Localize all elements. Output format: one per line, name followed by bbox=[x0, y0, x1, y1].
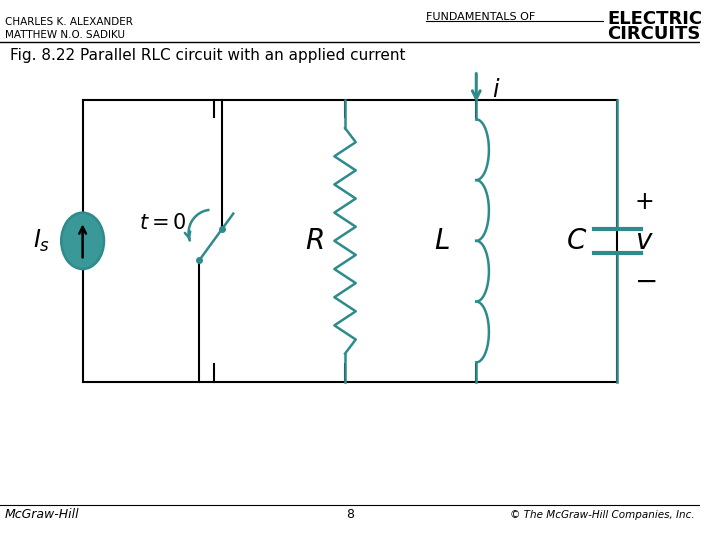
Text: $t=0$: $t=0$ bbox=[140, 213, 187, 233]
Text: $i$: $i$ bbox=[492, 78, 500, 102]
Text: ELECTRIC: ELECTRIC bbox=[608, 10, 703, 29]
Text: $R$: $R$ bbox=[305, 227, 323, 255]
Text: −: − bbox=[635, 268, 658, 296]
Text: $C$: $C$ bbox=[566, 227, 587, 255]
Text: FUNDAMENTALS OF: FUNDAMENTALS OF bbox=[426, 12, 535, 23]
Text: McGraw-Hill: McGraw-Hill bbox=[5, 509, 79, 522]
Ellipse shape bbox=[61, 213, 104, 269]
Text: $I_s$: $I_s$ bbox=[33, 228, 50, 254]
Text: CHARLES K. ALEXANDER
MATTHEW N.O. SADIKU: CHARLES K. ALEXANDER MATTHEW N.O. SADIKU bbox=[5, 17, 132, 40]
Text: 8: 8 bbox=[346, 509, 354, 522]
Text: +: + bbox=[635, 190, 654, 214]
Text: $L$: $L$ bbox=[434, 227, 450, 255]
Text: $v$: $v$ bbox=[635, 227, 654, 255]
Text: Fig. 8.22 Parallel RLC circuit with an applied current: Fig. 8.22 Parallel RLC circuit with an a… bbox=[9, 49, 405, 63]
Text: © The McGraw-Hill Companies, Inc.: © The McGraw-Hill Companies, Inc. bbox=[510, 510, 695, 520]
Text: CIRCUITS: CIRCUITS bbox=[608, 25, 701, 43]
